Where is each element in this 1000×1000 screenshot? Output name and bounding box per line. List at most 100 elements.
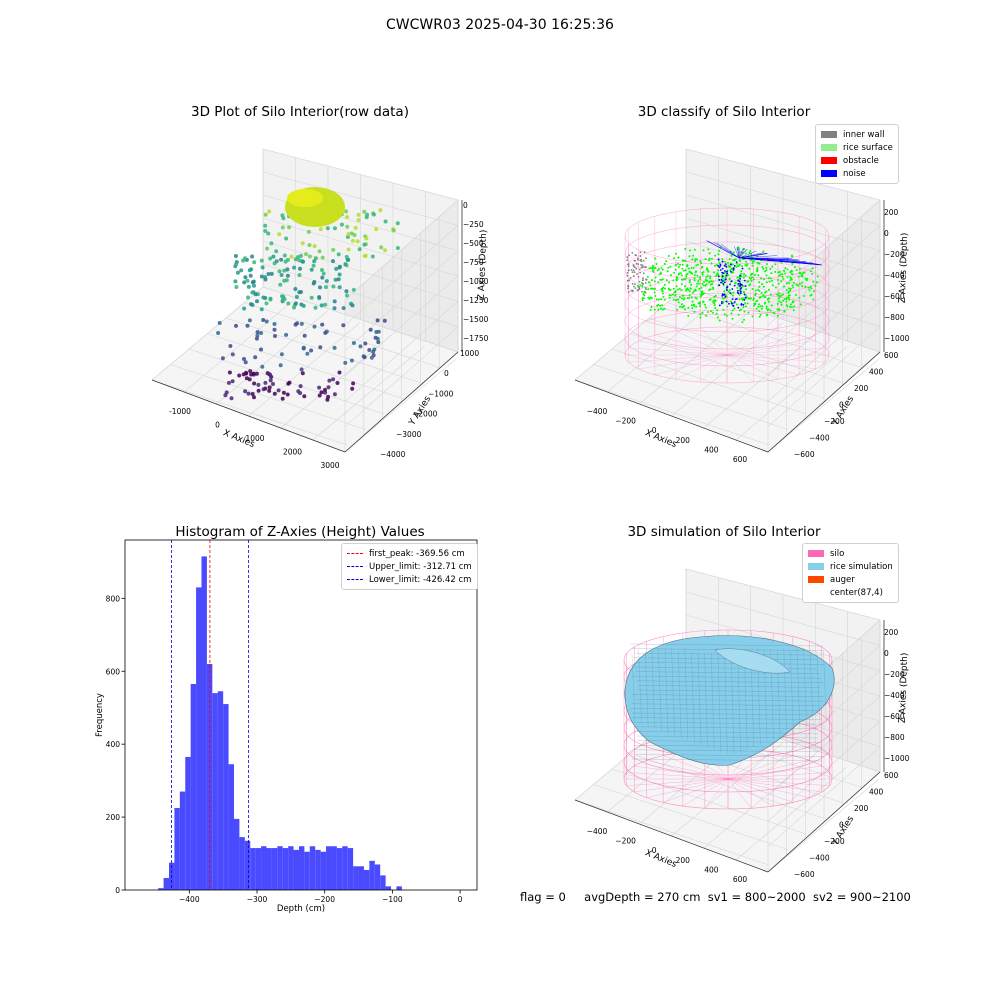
rice-surface-point xyxy=(684,269,687,272)
rice-surface-point xyxy=(648,267,651,270)
rice-surface-point xyxy=(684,247,687,250)
z-tick-label: −800 xyxy=(884,313,905,322)
surface-mesh-line xyxy=(630,643,823,647)
grid-line xyxy=(216,310,328,405)
raw-point xyxy=(274,259,279,264)
rice-surface-point xyxy=(682,294,685,297)
rice-surface-point xyxy=(750,273,753,275)
noise-point xyxy=(721,293,724,296)
legend-item-obstacle: obstacle xyxy=(821,154,893,167)
rice-surface-point xyxy=(748,251,751,254)
surface-mesh-line xyxy=(633,745,822,748)
grid-line xyxy=(183,298,296,393)
rice-surface-point xyxy=(688,296,691,299)
raw-point xyxy=(319,303,324,308)
surface-mesh-line xyxy=(632,712,818,716)
x-tick-label: 0 xyxy=(652,846,657,855)
raw-point xyxy=(363,341,368,346)
raw-point xyxy=(383,219,388,224)
rice-surface-point xyxy=(654,295,657,297)
raw-point xyxy=(331,247,336,252)
rice-surface-point xyxy=(787,294,790,297)
rice-surface-point xyxy=(804,286,807,289)
rice-surface-point xyxy=(737,313,740,316)
raw-point xyxy=(292,305,296,310)
inner-wall-point xyxy=(626,279,629,282)
silo-floor-line xyxy=(727,755,793,780)
histogram-bar xyxy=(223,704,229,890)
raw-point xyxy=(318,345,323,350)
x-tick-label: −100 xyxy=(382,895,403,904)
histogram-bar xyxy=(217,691,224,890)
rice-surface-point xyxy=(718,262,721,264)
grid-line xyxy=(735,346,848,441)
histogram-bar xyxy=(201,556,207,890)
rice-surface-point xyxy=(688,281,691,284)
grid-line xyxy=(667,302,862,368)
grid-line xyxy=(648,317,844,384)
raw-point xyxy=(252,381,257,386)
rice-surface-point xyxy=(662,295,665,298)
rice-surface-point xyxy=(703,281,705,283)
noise-point xyxy=(721,275,724,278)
rice-surface-point xyxy=(701,271,704,274)
rice-surface-point xyxy=(782,277,785,280)
raw-point xyxy=(367,348,372,352)
noise-point xyxy=(721,301,723,303)
rice-surface-point xyxy=(789,287,792,290)
x-tick-label: −200 xyxy=(615,837,636,846)
raw-point xyxy=(356,212,361,217)
raw-point xyxy=(376,340,381,345)
rice-surface-point xyxy=(695,270,697,273)
raw-point xyxy=(318,227,323,232)
rice-surface-point xyxy=(709,275,712,278)
rice-surface-point xyxy=(668,296,671,299)
rice-surface-point xyxy=(780,303,783,306)
inner-wall-point xyxy=(627,265,630,268)
rice-surface-point xyxy=(742,247,745,250)
raw-point xyxy=(350,386,355,391)
inner-wall-point xyxy=(641,283,644,286)
histogram-bar xyxy=(347,848,354,890)
raw-point xyxy=(326,385,331,390)
rice-surface-point xyxy=(792,286,795,289)
raw-point xyxy=(280,396,285,401)
rice-surface-point xyxy=(707,270,710,273)
rice-surface-point xyxy=(745,288,748,291)
raw-point xyxy=(337,285,342,290)
inner-wall-point xyxy=(642,277,644,280)
raw-point xyxy=(253,355,258,360)
raw-point xyxy=(268,297,273,302)
histogram-bar xyxy=(185,756,191,890)
raw-point xyxy=(286,301,291,306)
rice-surface-point xyxy=(639,284,642,287)
silo-floor-line xyxy=(726,354,754,383)
rice-surface-point xyxy=(763,278,765,281)
rice-surface-point xyxy=(740,270,743,273)
rice-surface-point xyxy=(772,311,775,314)
surface-mesh-line xyxy=(630,708,822,711)
raw-point xyxy=(332,345,337,350)
raw-point xyxy=(293,301,298,306)
rice-surface-point xyxy=(695,305,698,308)
noise-point xyxy=(740,283,742,286)
z-tick-label: −1750 xyxy=(463,334,489,343)
rice-surface-point xyxy=(669,288,672,291)
rice-surface-point xyxy=(709,288,712,291)
raw-point xyxy=(234,323,238,328)
rice-surface-point xyxy=(700,262,703,265)
raw-point xyxy=(268,372,272,377)
surface-mesh-line xyxy=(803,648,807,729)
raw-point xyxy=(280,225,285,230)
rice-surface-point xyxy=(810,287,813,290)
z-tick-label: 0 xyxy=(884,229,889,238)
histogram-bar xyxy=(331,846,337,890)
rice-surface-point xyxy=(751,315,754,318)
raw-point xyxy=(233,254,238,258)
noise-point xyxy=(729,283,731,286)
z-tick-label: −800 xyxy=(884,733,905,742)
raw-point xyxy=(337,264,342,269)
rice-surface-point xyxy=(641,285,644,288)
noise-line xyxy=(738,250,757,259)
inner-wall-point xyxy=(627,291,630,293)
